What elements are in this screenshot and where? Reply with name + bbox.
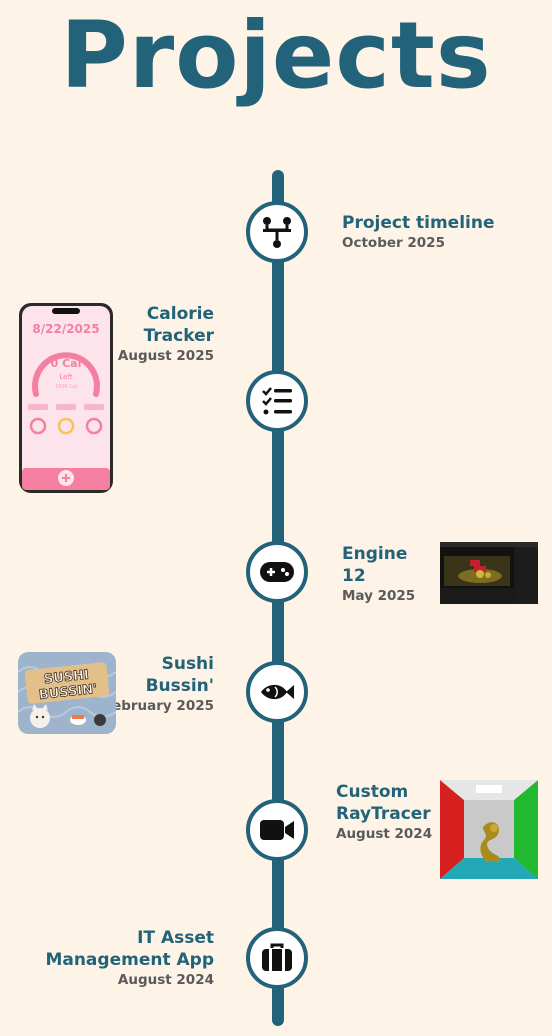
timeline-node-calorie-tracker[interactable] bbox=[246, 370, 308, 432]
calorie-tracker-screenshot[interactable]: 8/22/2025 0 Cal Left 1956 Cal bbox=[18, 302, 114, 494]
entry-date: August 2025 bbox=[117, 348, 214, 364]
page-title: Projects bbox=[60, 2, 492, 109]
timeline-node-it-asset-management[interactable] bbox=[246, 927, 308, 989]
entry-title: Calorie Tracker bbox=[143, 304, 214, 346]
engine-12-screenshot[interactable] bbox=[440, 542, 538, 604]
entry-date: October 2025 bbox=[342, 235, 445, 251]
timeline-node-engine-12[interactable] bbox=[246, 541, 308, 603]
svg-text:SUSHI: SUSHI bbox=[43, 668, 89, 688]
phone-left-text: Left bbox=[59, 373, 72, 381]
entry-title: Engine 12 bbox=[342, 544, 408, 586]
phone-cal-text: 0 Cal bbox=[51, 357, 82, 370]
custom-raytracer-render[interactable] bbox=[440, 780, 538, 879]
entry-date: May 2025 bbox=[342, 588, 416, 604]
phone-sub-text: 1956 Cal bbox=[55, 384, 77, 390]
svg-text:BUSSIN': BUSSIN' bbox=[38, 682, 98, 703]
entry-date: February 2025 bbox=[103, 698, 214, 714]
timeline-entry-calorie-tracker[interactable]: Calorie Tracker August 2025 bbox=[90, 303, 214, 366]
timeline-entry-engine-12[interactable]: Engine 12 May 2025 bbox=[342, 543, 432, 606]
timeline-entry-sushi-bussin[interactable]: Sushi Bussin' February 2025 bbox=[100, 653, 214, 716]
video-camera-icon bbox=[260, 820, 294, 840]
entry-title: Project timeline bbox=[342, 213, 495, 233]
timeline-node-custom-raytracer[interactable] bbox=[246, 799, 308, 861]
entry-title: IT Asset Management App bbox=[45, 928, 214, 970]
entry-title: Custom RayTracer bbox=[336, 782, 431, 824]
sushi-bussin-logo[interactable]: SUSHI BUSSIN' bbox=[18, 652, 116, 734]
entry-date: August 2024 bbox=[336, 826, 433, 842]
timeline-node-sushi-bussin[interactable] bbox=[246, 661, 308, 723]
briefcase-icon bbox=[262, 943, 292, 971]
timeline-entry-it-asset-management[interactable]: IT Asset Management App August 2024 bbox=[30, 927, 214, 990]
timeline-node-project-timeline[interactable] bbox=[246, 201, 308, 263]
entry-date: August 2024 bbox=[117, 972, 214, 988]
flowchart-icon bbox=[263, 217, 291, 248]
gamepad-icon bbox=[260, 562, 294, 582]
fish-icon bbox=[261, 684, 294, 700]
checklist-icon bbox=[262, 387, 292, 415]
entry-title: Sushi Bussin' bbox=[145, 654, 214, 696]
timeline-entry-custom-raytracer[interactable]: Custom RayTracer August 2024 bbox=[336, 781, 436, 844]
phone-date-text: 8/22/2025 bbox=[32, 322, 99, 336]
timeline-entry-project-timeline[interactable]: Project timeline October 2025 bbox=[342, 212, 542, 253]
